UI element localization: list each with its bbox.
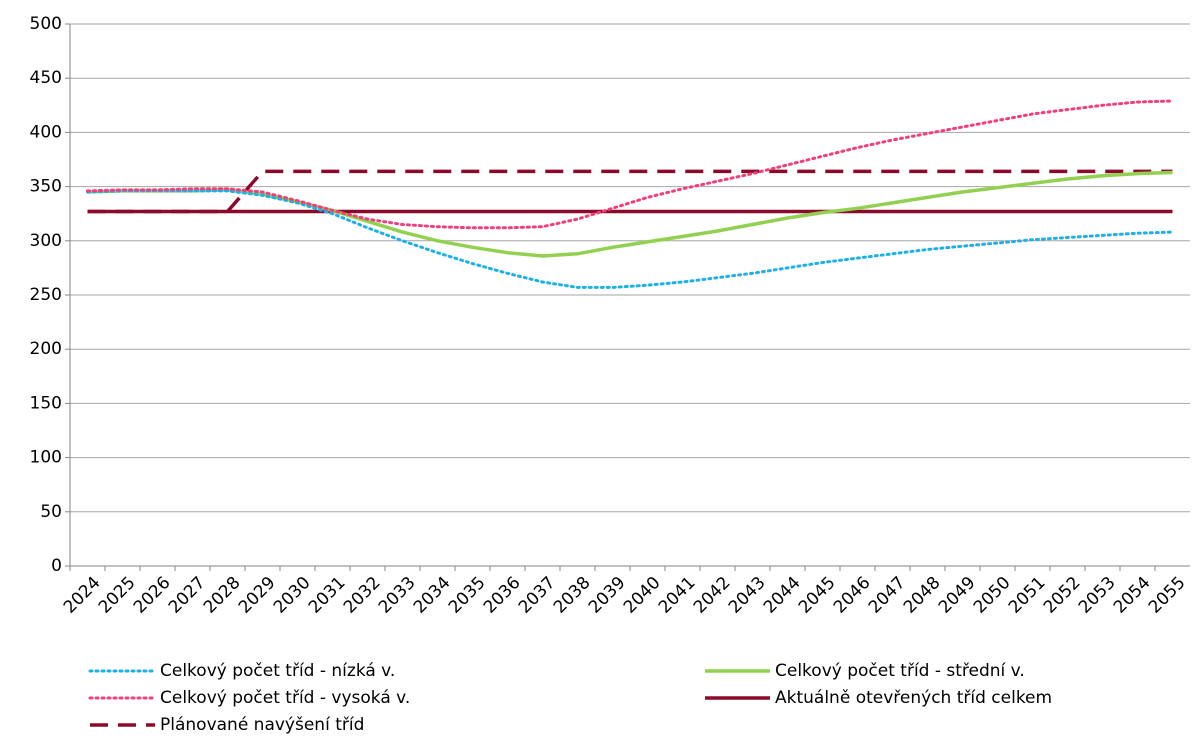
y-tick-label: 150 <box>30 393 62 413</box>
legend-label: Celkový počet tříd - vysoká v. <box>160 688 410 708</box>
x-tick-label: 2034 <box>410 573 455 618</box>
x-tick-label: 2054 <box>1110 573 1155 618</box>
legend-label: Plánované navýšení tříd <box>160 715 364 735</box>
x-tick-label: 2047 <box>865 573 910 618</box>
y-tick-label: 100 <box>30 448 62 468</box>
x-tick-label: 2024 <box>60 573 105 618</box>
y-tick-label: 0 <box>51 556 62 576</box>
x-tick-label: 2055 <box>1145 573 1190 618</box>
x-tick-label: 2041 <box>655 573 700 618</box>
y-tick-label: 250 <box>30 285 62 305</box>
x-tick-label: 2048 <box>900 573 945 618</box>
x-tick-label: 2029 <box>235 573 280 618</box>
y-tick-label: 450 <box>30 68 62 88</box>
x-tick-label: 2043 <box>725 573 770 618</box>
series-line <box>87 169 1173 214</box>
x-tick-label: 2038 <box>550 573 595 618</box>
x-tick-label: 2027 <box>165 573 210 618</box>
x-tick-label: 2039 <box>585 573 630 618</box>
x-tick-label: 2037 <box>515 573 560 618</box>
x-tick-label: 2050 <box>970 573 1015 618</box>
x-tick-label: 2053 <box>1075 573 1120 618</box>
x-tick-label: 2052 <box>1040 573 1085 618</box>
y-tick-label: 350 <box>30 177 62 197</box>
series-line <box>86 99 1174 230</box>
series-line <box>86 189 1174 289</box>
x-tick-label: 2035 <box>445 573 490 618</box>
x-tick-label: 2028 <box>200 573 245 618</box>
x-tick-label: 2025 <box>95 573 140 618</box>
x-tick-label: 2031 <box>305 573 350 618</box>
y-tick-label: 200 <box>30 339 62 359</box>
x-tick-label: 2049 <box>935 573 980 618</box>
x-tick-label: 2044 <box>760 573 805 618</box>
y-tick-label: 500 <box>30 14 62 34</box>
y-tick-label: 50 <box>40 502 62 522</box>
x-tick-label: 2032 <box>340 573 385 618</box>
x-tick-label: 2040 <box>620 573 665 618</box>
legend-label: Celkový počet tříd - střední v. <box>775 661 1025 681</box>
y-tick-label: 300 <box>30 231 62 251</box>
legend-label: Celkový počet tříd - nízká v. <box>160 661 395 681</box>
x-tick-label: 2042 <box>690 573 735 618</box>
x-tick-label: 2036 <box>480 573 525 618</box>
x-tick-label: 2030 <box>270 573 315 618</box>
legend-label: Aktuálně otevřených tříd celkem <box>775 688 1052 708</box>
x-tick-label: 2045 <box>795 573 840 618</box>
x-tick-label: 2051 <box>1005 573 1050 618</box>
x-tick-label: 2033 <box>375 573 420 618</box>
x-tick-label: 2046 <box>830 573 875 618</box>
y-tick-label: 400 <box>30 122 62 142</box>
x-tick-label: 2026 <box>130 573 175 618</box>
